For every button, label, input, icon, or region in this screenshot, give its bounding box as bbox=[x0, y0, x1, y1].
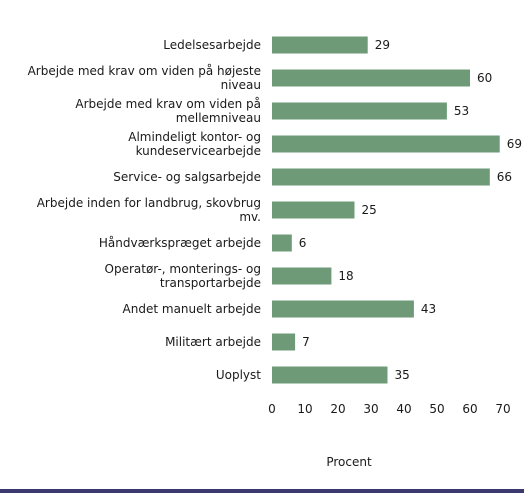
category-label-0: Ledelsesarbejde bbox=[163, 38, 261, 52]
x-tick-label-3: 30 bbox=[363, 402, 378, 416]
value-label-10: 35 bbox=[395, 368, 410, 382]
bar-8 bbox=[272, 300, 414, 318]
value-label-2: 53 bbox=[454, 104, 469, 118]
bar-5 bbox=[272, 201, 355, 219]
x-tick-label-0: 0 bbox=[268, 402, 276, 416]
value-label-1: 60 bbox=[477, 71, 492, 85]
category-label-2: Arbejde med krav om viden på mellemniveau bbox=[75, 97, 261, 125]
x-tick-label-6: 60 bbox=[462, 402, 477, 416]
category-label-8: Andet manuelt arbejde bbox=[123, 302, 261, 316]
bars bbox=[272, 36, 500, 384]
bar-10 bbox=[272, 366, 388, 384]
value-label-5: 25 bbox=[362, 203, 377, 217]
category-label-4: Service- og salgsarbejde bbox=[113, 170, 261, 184]
category-label-9: Militært arbejde bbox=[165, 335, 261, 349]
x-tick-label-5: 50 bbox=[429, 402, 444, 416]
value-label-9: 7 bbox=[302, 335, 310, 349]
bar-9 bbox=[272, 333, 296, 351]
bar-0 bbox=[272, 36, 368, 54]
category-label-6: Håndværkspræget arbejde bbox=[99, 236, 261, 250]
bottom-divider bbox=[0, 489, 524, 493]
value-label-7: 18 bbox=[338, 269, 353, 283]
x-tick-label-1: 10 bbox=[297, 402, 312, 416]
category-label-7: Operatør-, monterings- og transportarbejd… bbox=[105, 262, 261, 290]
category-label-1: Arbejde med krav om viden på højeste nive… bbox=[28, 64, 261, 92]
bar-4 bbox=[272, 168, 490, 186]
value-labels: 29 60 53 69 66 25 6 18 43 7 35 bbox=[299, 38, 522, 382]
bar-6 bbox=[272, 234, 292, 252]
category-label-10: Uoplyst bbox=[216, 368, 261, 382]
bar-1 bbox=[272, 69, 470, 87]
x-tick-label-7: 70 bbox=[495, 402, 510, 416]
category-labels: Ledelsesarbejde Arbejde med krav om viden… bbox=[28, 38, 262, 382]
x-tick-label-2: 20 bbox=[330, 402, 345, 416]
x-axis-title: Procent bbox=[326, 455, 372, 469]
category-label-5: Arbejde inden for landbrug, skovbrug mv. bbox=[37, 196, 261, 224]
value-label-3: 69 bbox=[507, 137, 522, 151]
x-tick-label-4: 40 bbox=[396, 402, 411, 416]
x-axis-ticks: 0 10 20 30 40 50 60 70 bbox=[268, 402, 510, 416]
value-label-0: 29 bbox=[375, 38, 390, 52]
value-label-4: 66 bbox=[497, 170, 512, 184]
value-label-8: 43 bbox=[421, 302, 436, 316]
bar-2 bbox=[272, 102, 447, 120]
category-label-3: Almindeligt kontor- og kundeservicearbejd… bbox=[128, 130, 261, 158]
bar-7 bbox=[272, 267, 332, 285]
bar-3 bbox=[272, 135, 500, 153]
value-label-6: 6 bbox=[299, 236, 307, 250]
